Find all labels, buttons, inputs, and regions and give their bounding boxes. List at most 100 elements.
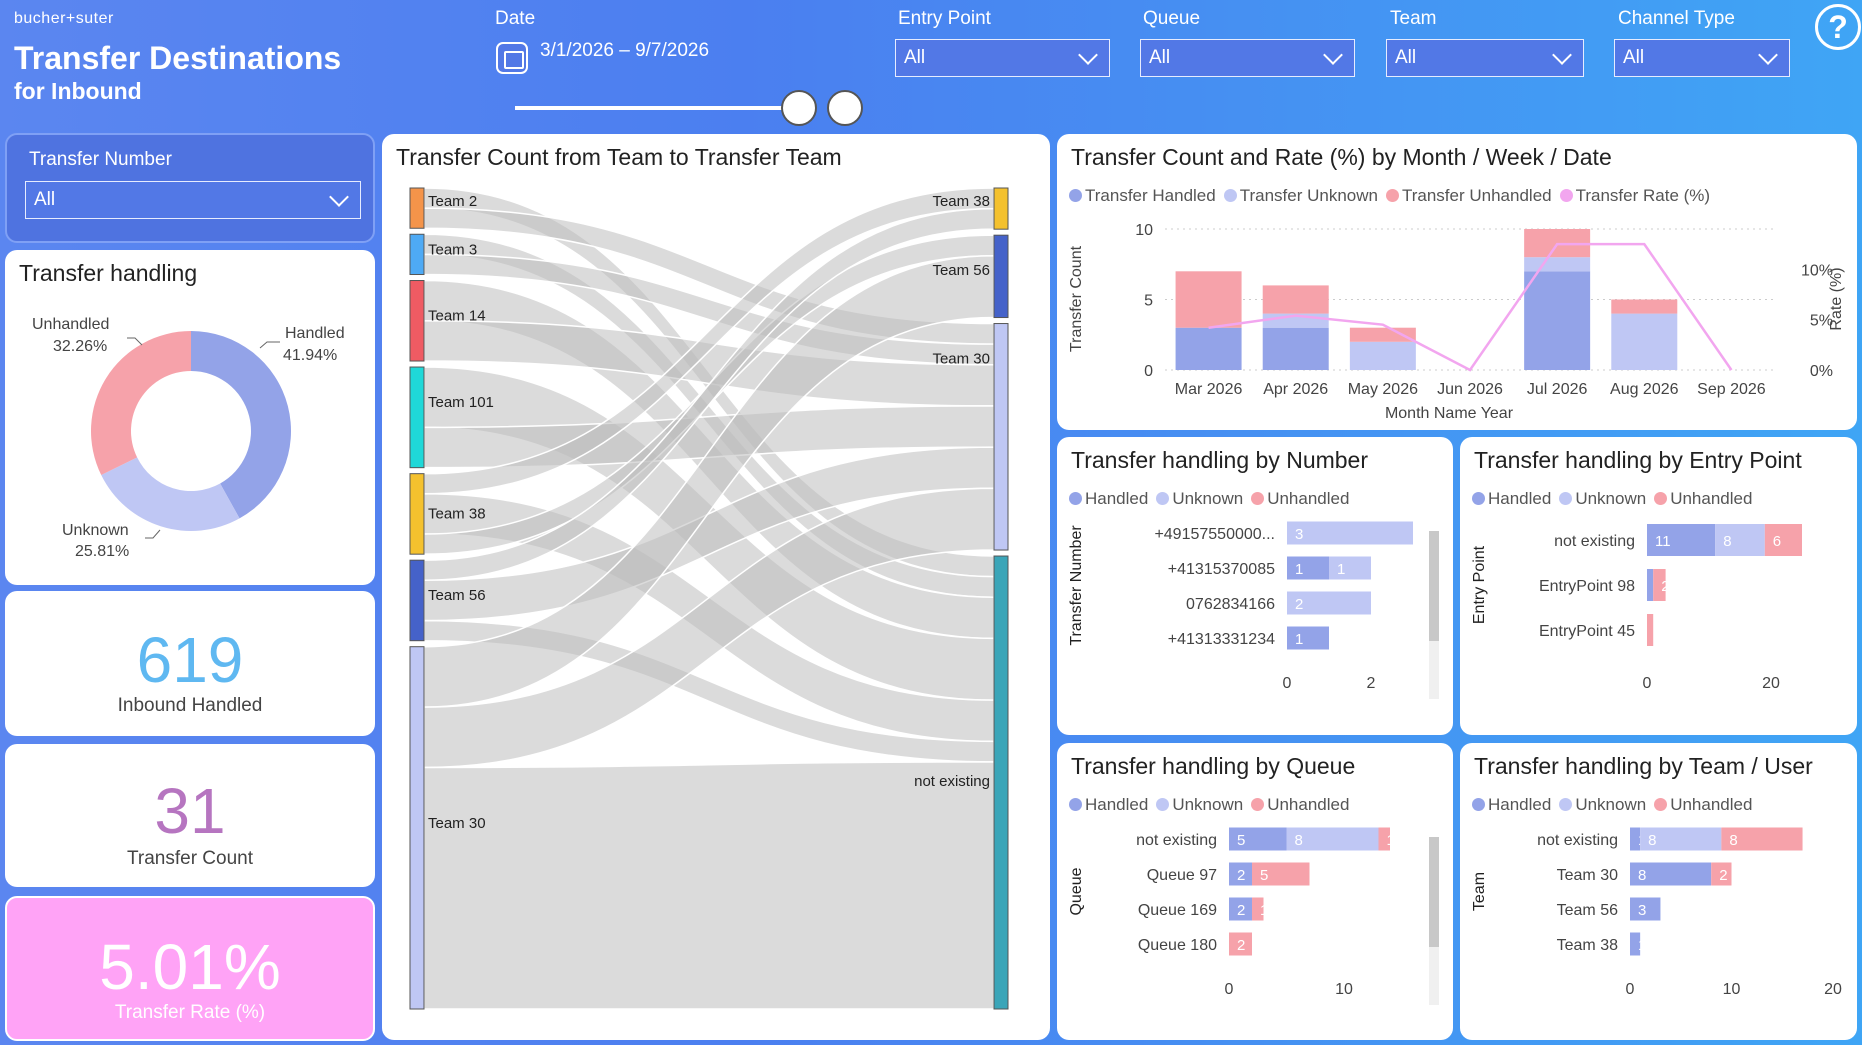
trend-bar-transfer-handled-0[interactable] (1175, 327, 1242, 370)
trend-title: Transfer Count and Rate (%) by Month / W… (1071, 144, 1612, 170)
hbar-data-label: 2 (1237, 867, 1245, 884)
legend-transfer-unhandled[interactable]: Transfer Unhandled (1385, 186, 1552, 206)
trend-xtick: Jun 2026 (1437, 381, 1503, 398)
hbar-segment-handled[interactable] (1229, 897, 1252, 921)
trend-bar-transfer-unhandled-1[interactable] (1262, 285, 1329, 314)
hbar-segment-handled[interactable] (1229, 827, 1287, 851)
hbar-segment-handled[interactable] (1647, 569, 1654, 601)
hbar-segment-unhandled[interactable] (1647, 614, 1654, 646)
hbar-segment-unknown[interactable] (1329, 556, 1371, 580)
hbar-data-label: 6 (1773, 533, 1781, 550)
sankey-target-label: Team 30 (932, 351, 990, 368)
sankey-source-team-2[interactable] (409, 187, 425, 229)
trend-bar-transfer-unknown-5[interactable] (1611, 313, 1678, 370)
scrollbar-thumb[interactable] (1429, 837, 1439, 947)
hbar-segment-unhandled[interactable] (1721, 827, 1803, 851)
hbar-segment-unhandled[interactable] (1653, 569, 1666, 601)
sankey-target-team-56[interactable] (993, 234, 1009, 319)
sankey-target-not-existing[interactable] (993, 555, 1009, 1010)
date-slider-start-handle[interactable] (781, 90, 817, 126)
legend-handled: Handled (1069, 795, 1148, 815)
by-entry-chart: not existing 11 8 6 EntryPoint 98 1 2 EntryPoin… (1471, 524, 1802, 692)
hbar-data-label: 1 (1337, 561, 1345, 578)
date-slider-track[interactable] (515, 106, 800, 110)
sankey-target-team-38[interactable] (993, 187, 1009, 230)
trend-xtick: Mar 2026 (1175, 381, 1243, 398)
trend-bar-transfer-unhandled-2[interactable] (1349, 327, 1416, 342)
channel-type-dropdown[interactable]: All (1614, 39, 1790, 77)
hbar-segment-unhandled[interactable] (1711, 862, 1732, 886)
hbar-segment-handled[interactable] (1630, 932, 1641, 956)
hbar-segment-unhandled[interactable] (1252, 862, 1310, 886)
hbar-segment-unknown[interactable] (1287, 521, 1413, 545)
legend-handled-label: Handled (1085, 795, 1149, 814)
legend-handled: Handled (1472, 795, 1551, 815)
by-number-legend: Handled Unknown Unhandled (1069, 489, 1349, 509)
sankey-target-team-30[interactable] (993, 323, 1009, 551)
hbar-segment-handled[interactable] (1647, 524, 1716, 556)
hbar-segment-handled[interactable] (1229, 862, 1252, 886)
trend-bar-transfer-unhandled-0[interactable] (1175, 271, 1242, 328)
help-icon[interactable]: ? (1815, 4, 1861, 50)
hbar-segment-handled[interactable] (1287, 556, 1329, 580)
hbar-segment-unknown[interactable] (1640, 827, 1722, 851)
donut-slice-unhandled[interactable] (90, 331, 191, 476)
donut-slice-unknown[interactable] (101, 457, 240, 531)
hbar-segment-unhandled[interactable] (1378, 827, 1391, 851)
hbar-segment-unknown[interactable] (1287, 591, 1371, 615)
by-number-card: Transfer handling by Number Handled Unkn… (1057, 437, 1453, 735)
hbar-segment-handled[interactable] (1630, 862, 1712, 886)
hbar-category-label: Team 30 (1557, 867, 1618, 884)
trend-bar-transfer-handled-4[interactable] (1524, 271, 1591, 370)
date-range-text[interactable]: 3/1/2026 – 9/7/2026 (540, 40, 710, 61)
transfer-count-value: 31 (154, 775, 226, 847)
sankey-target-label: not existing (914, 773, 990, 790)
hbar-data-label: 5 (1237, 832, 1245, 849)
hbar-category-label: Queue 169 (1138, 902, 1217, 919)
team-dropdown[interactable]: All (1386, 39, 1584, 77)
trend-bar-transfer-unknown-4[interactable] (1524, 257, 1591, 272)
trend-bar-transfer-unhandled-5[interactable] (1611, 299, 1678, 314)
sankey-source-team-38[interactable] (409, 473, 425, 555)
transfer-number-dropdown[interactable]: All (25, 181, 361, 219)
sankey-source-team-56[interactable] (409, 559, 425, 642)
transfer-handling-donut: Handled 41.94% Unhandled 32.26% Unknown … (32, 316, 345, 560)
trend-rate-line[interactable] (1208, 242, 1733, 372)
legend-unhandled: Unhandled (1654, 489, 1752, 509)
hbar-segment-unknown[interactable] (1286, 827, 1379, 851)
donut-slice-handled[interactable] (191, 331, 291, 519)
entry-point-dropdown[interactable]: All (895, 39, 1110, 77)
hbar-segment-unknown[interactable] (1715, 524, 1765, 556)
hbar-ylabel: Transfer Number (1068, 525, 1085, 646)
hbar-segment-handled[interactable] (1287, 626, 1329, 650)
trend-y2tick: 5% (1810, 313, 1833, 330)
hbar-segment-unhandled[interactable] (1229, 932, 1252, 956)
donut-label-unknown-name: Unknown (62, 522, 129, 539)
hbar-segment-handled[interactable] (1630, 827, 1641, 851)
legend-transfer-unknown[interactable]: Transfer Unknown (1223, 186, 1378, 206)
trend-bar-transfer-handled-1[interactable] (1262, 327, 1329, 370)
entry-point-selected: All (904, 47, 926, 68)
hbar-category-label: 0762834166 (1186, 596, 1275, 613)
queue-dropdown[interactable]: All (1140, 39, 1355, 77)
hbar-xtick: 10 (1335, 981, 1353, 998)
by-number-title: Transfer handling by Number (1071, 447, 1369, 473)
hbar-segment-unhandled[interactable] (1764, 524, 1802, 556)
calendar-icon[interactable] (496, 42, 528, 74)
hbar-data-label: 1 (1387, 832, 1395, 849)
sankey-source-team-30[interactable] (409, 646, 425, 1010)
hbar-segment-unhandled[interactable] (1252, 897, 1264, 921)
legend-transfer-handled-label: Transfer Handled (1085, 186, 1216, 205)
sankey-source-team-101[interactable] (409, 366, 425, 469)
sankey-link-6-3[interactable] (423, 761, 995, 1010)
legend-transfer-rate[interactable]: Transfer Rate (%) (1559, 186, 1710, 206)
sankey-source-team-3[interactable] (409, 233, 425, 276)
legend-transfer-unhandled-label: Transfer Unhandled (1401, 186, 1552, 205)
trend-bar-transfer-unknown-2[interactable] (1349, 341, 1416, 370)
hbar-segment-handled[interactable] (1630, 897, 1661, 921)
legend-transfer-handled[interactable]: Transfer Handled (1069, 186, 1216, 206)
scrollbar-thumb[interactable] (1429, 531, 1439, 641)
sankey-source-team-14[interactable] (409, 280, 425, 362)
hbar-xtick: 20 (1762, 675, 1780, 692)
date-slider-end-handle[interactable] (827, 90, 863, 126)
